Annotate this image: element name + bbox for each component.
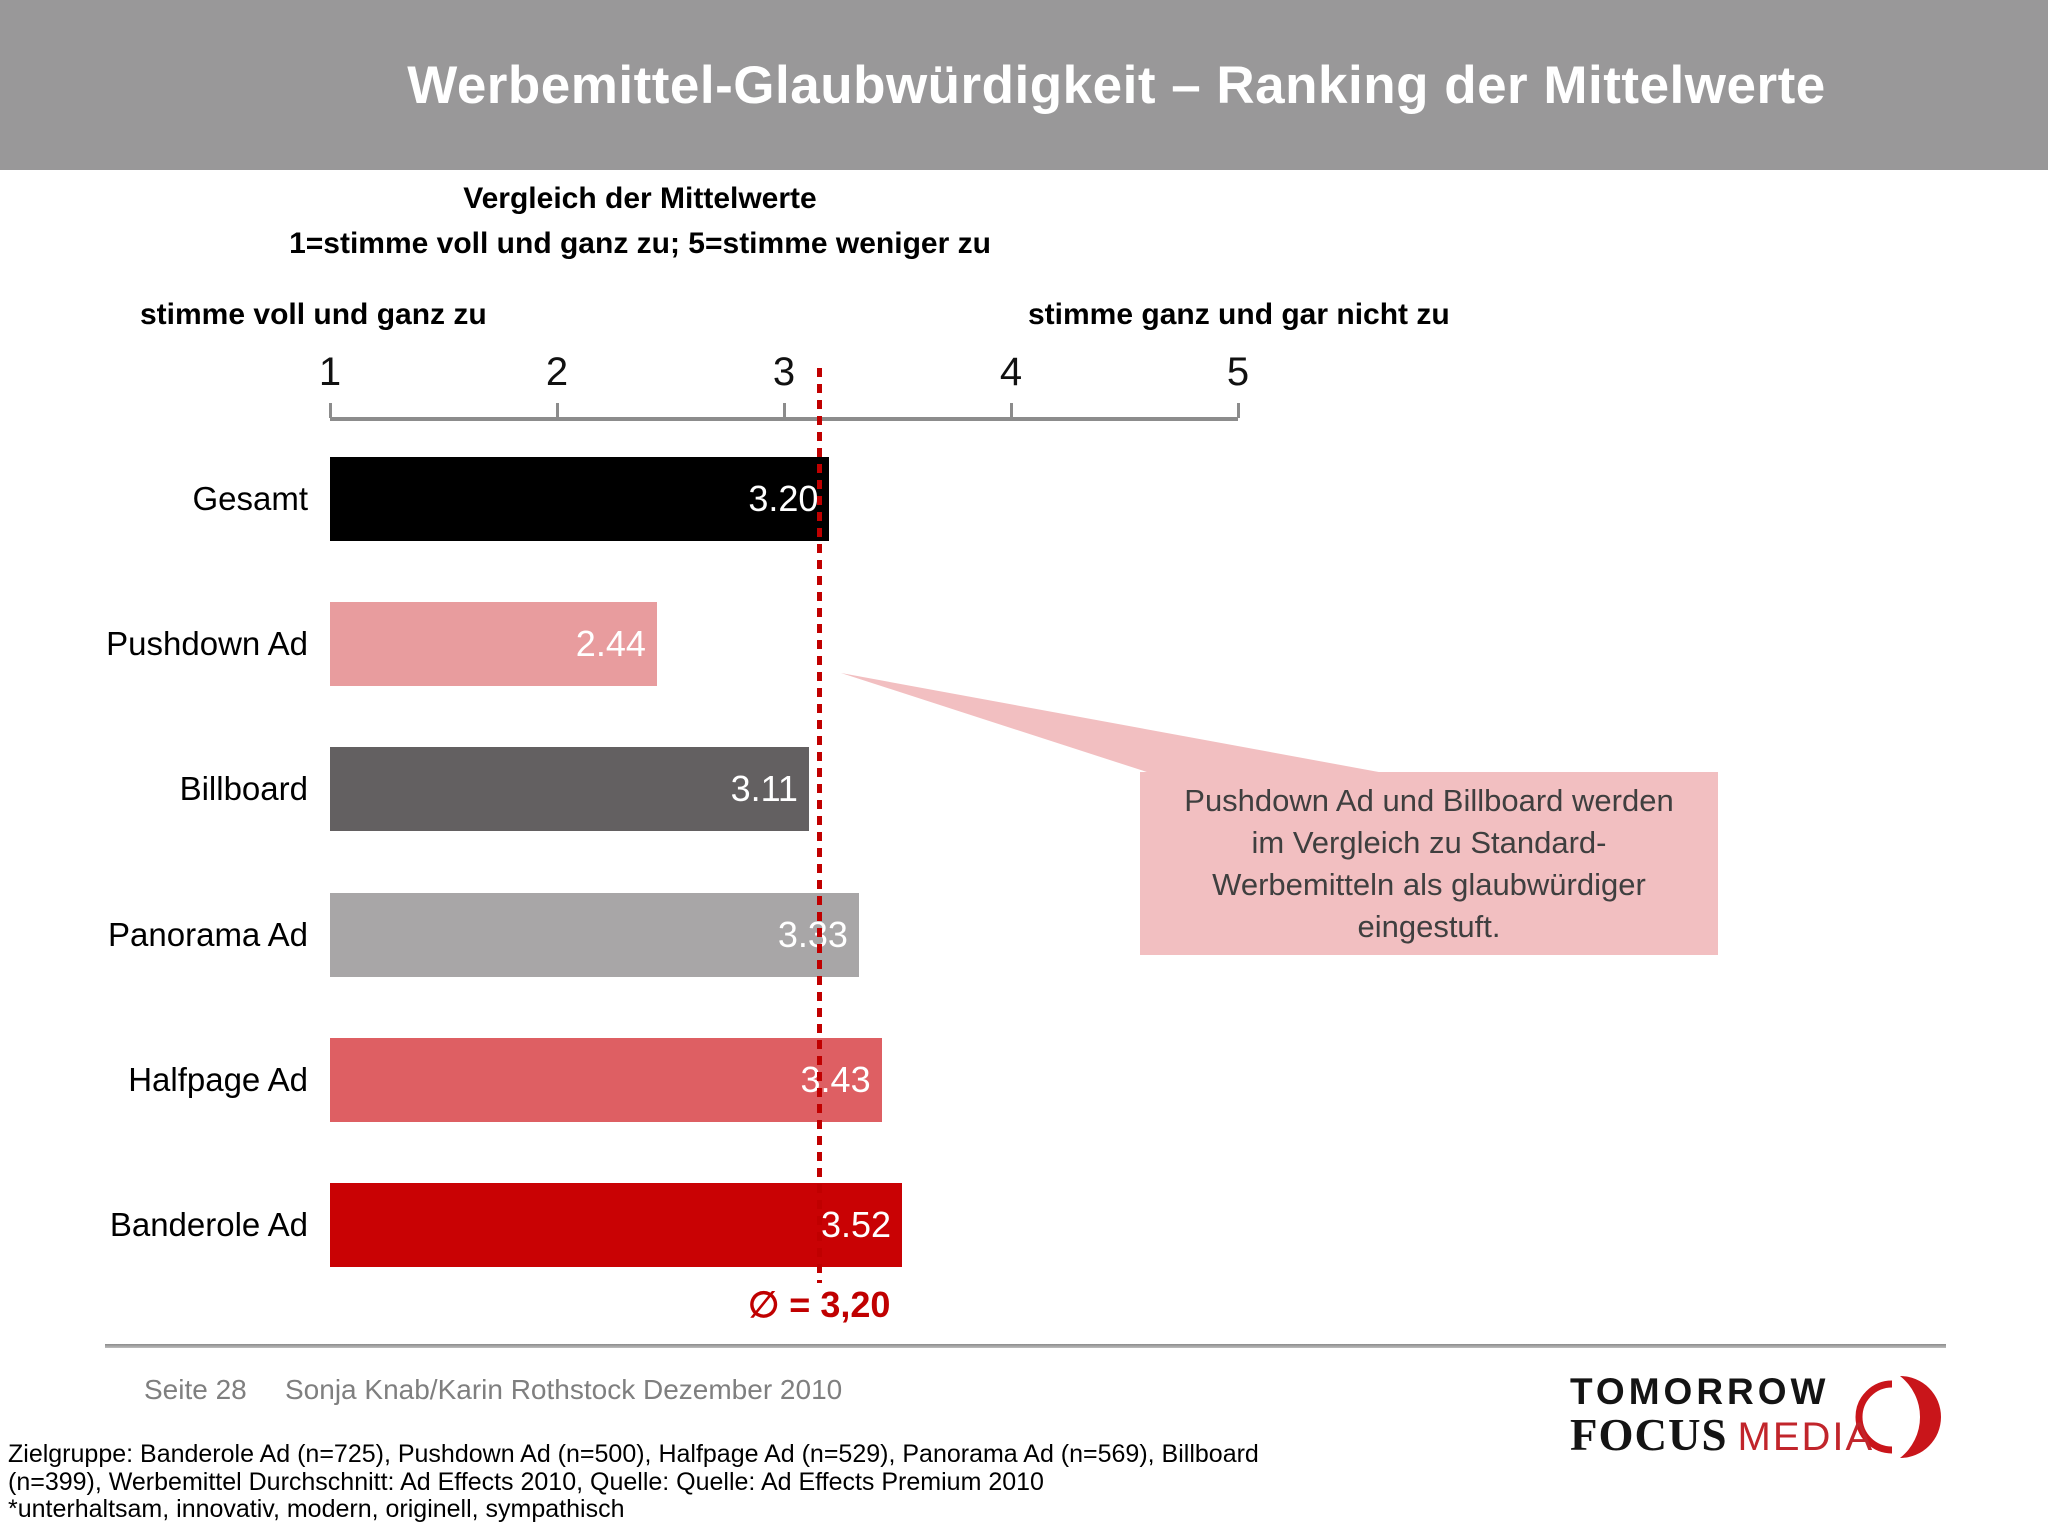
- scale-label-left: stimme voll und ganz zu: [140, 298, 487, 331]
- category-label: Pushdown Ad: [106, 625, 308, 663]
- axis-tick: [328, 403, 332, 418]
- chart-scale-note: 1=stimme voll und ganz zu; 5=stimme weni…: [289, 227, 991, 260]
- page-title: Werbemittel-Glaubwürdigkeit – Ranking de…: [407, 55, 1826, 115]
- header-bar: Werbemittel-Glaubwürdigkeit – Ranking de…: [0, 0, 2048, 170]
- axis-tick: [555, 403, 559, 418]
- callout-text: Pushdown Ad und Billboard werden im Verg…: [1184, 782, 1674, 944]
- bar: 3.43: [330, 1037, 882, 1122]
- logo-tomorrow-text: TOMORROW: [1570, 1371, 1830, 1412]
- bar: 3.33: [330, 892, 859, 977]
- bar: 3.11: [330, 747, 809, 832]
- category-label: Gesamt: [192, 480, 308, 517]
- bar: 3.52: [330, 1183, 903, 1267]
- axis-tick: [782, 403, 786, 418]
- chart-subtitles: Vergleich der Mittelwerte 1=stimme voll …: [240, 176, 1040, 266]
- tick-label: 2: [545, 350, 569, 394]
- axis-tick: [1009, 403, 1013, 418]
- page-number: Seite 28: [144, 1374, 247, 1405]
- category-label: Panorama Ad: [108, 915, 308, 953]
- tick-label: 5: [1226, 350, 1250, 394]
- category-label: Billboard: [179, 770, 308, 808]
- chart-title: Vergleich der Mittelwerte: [463, 182, 817, 215]
- mean-value-label: ∅ = 3,20: [747, 1284, 891, 1325]
- footer-divider: [105, 1344, 1946, 1348]
- logo-crescent-icon: [1855, 1376, 1941, 1458]
- callout-box: Pushdown Ad und Billboard werden im Verg…: [1140, 772, 1718, 955]
- category-label: Halfpage Ad: [128, 1060, 308, 1098]
- bar-value-label: 3.52: [820, 1204, 892, 1245]
- bar-value-label: 3.33: [777, 913, 848, 955]
- logo-focus-text: FOCUS: [1570, 1410, 1728, 1460]
- axis-line: [330, 417, 1238, 421]
- callout-tail: [841, 673, 1395, 775]
- bar-value-label: 3.11: [730, 768, 798, 810]
- tick-label: 4: [999, 350, 1023, 394]
- bar-value-label: 3.43: [800, 1058, 871, 1100]
- bar: 3.20: [330, 457, 830, 541]
- mean-line: [816, 368, 822, 1283]
- bar-value-label: 2.44: [575, 623, 646, 665]
- footer-authors: Sonja Knab/Karin Rothstock Dezember 2010: [285, 1374, 843, 1405]
- tick-label: 1: [318, 350, 342, 394]
- company-logo: TOMORROW FOCUS MEDIA: [1570, 1372, 1970, 1469]
- bar: 2.44: [330, 602, 657, 687]
- scale-label-right: stimme ganz und gar nicht zu: [1028, 298, 1450, 331]
- tick-label: 3: [772, 350, 796, 394]
- logo-media-text: MEDIA: [1737, 1415, 1875, 1459]
- axis-tick: [1236, 403, 1240, 418]
- notes-text: Zielgruppe: Banderole Ad (n=725), Pushdo…: [8, 1440, 1259, 1523]
- bar-value-label: 3.20: [748, 478, 819, 519]
- category-label: Banderole Ad: [109, 1206, 308, 1243]
